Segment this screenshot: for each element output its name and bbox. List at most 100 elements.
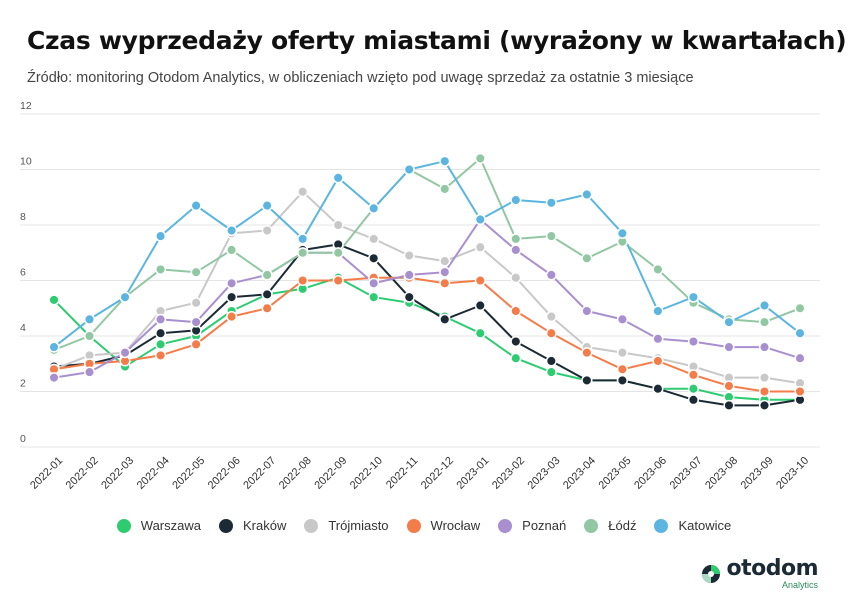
x-tick-label: 2023-05 [597,455,634,492]
x-tick-label: 2023-06 [632,455,669,492]
logo-wordmark: otodom [726,556,818,581]
data-point-trójmiasto [332,219,344,231]
data-point-kraków [368,252,380,264]
data-point-trójmiasto [368,233,380,245]
chart-title: Czas wyprzedaży oferty miastami (wyrażon… [27,26,847,55]
x-tick-label: 2023-03 [526,455,563,492]
otodom-logo-icon [702,565,721,583]
data-point-łódź [261,269,273,281]
data-point-warszawa [48,294,60,306]
x-tick-label: 2022-10 [348,455,385,492]
legend-item: Poznań [498,518,566,533]
series-line-wrocław [53,276,801,393]
data-point-katowice [403,163,415,176]
data-point-kraków [474,299,486,312]
data-point-wrocław [439,277,451,289]
data-point-poznań [403,269,415,281]
data-point-kraków [687,394,699,406]
data-point-warszawa [510,352,522,364]
legend-label: Trójmiasto [328,518,389,533]
x-tick-label: 2022-04 [135,455,172,492]
data-point-kraków [403,291,415,303]
data-point-łódź [226,244,238,256]
data-point-katowice [332,172,344,184]
logo-subtitle: Analytics [781,580,818,590]
data-point-poznań [545,269,557,281]
x-tick-label: 2023-01 [454,455,491,492]
data-point-katowice [474,213,486,225]
x-tick-label: 2023-08 [703,455,740,492]
data-point-kraków [155,327,167,339]
data-point-wrocław [226,311,238,323]
x-tick-label: 2023-07 [668,455,705,492]
data-point-katowice [48,341,60,353]
data-point-poznań [758,341,771,353]
data-point-katowice [190,200,202,212]
data-point-poznań [190,316,202,328]
data-point-poznań [83,366,96,378]
data-point-trójmiasto [439,255,451,267]
data-point-poznań [155,313,167,325]
series-line-kraków [53,243,801,407]
data-point-katowice [687,291,699,303]
data-point-wrocław [616,363,628,375]
data-point-warszawa [545,366,557,378]
y-tick-label: 4 [20,322,26,334]
data-point-katowice [155,230,167,242]
data-point-łódź [545,230,557,242]
data-point-wrocław [687,369,699,381]
x-tick-label: 2022-03 [99,455,136,492]
data-point-katowice [723,316,735,328]
data-point-poznań [794,352,806,364]
data-point-łódź [758,316,771,328]
legend-marker [116,518,131,533]
legend-label: Wrocław [430,518,481,533]
data-point-wrocław [652,355,664,367]
x-tick-label: 2023-09 [739,455,776,492]
data-point-wrocław [190,338,202,350]
data-point-łódź [190,266,202,278]
data-point-warszawa [368,291,380,303]
data-point-łódź [83,330,96,342]
data-point-poznań [48,372,60,384]
data-point-poznań [510,244,522,256]
legend-item: Kraków [218,518,286,533]
legend-item: Warszawa [116,518,201,533]
data-point-wrocław [510,305,522,317]
data-point-kraków [261,288,273,300]
data-point-poznań [616,313,628,325]
legend-label: Łódź [608,518,637,533]
data-point-poznań [226,277,238,289]
data-point-katowice [439,155,451,167]
data-point-katowice [510,194,522,206]
data-point-wrocław [155,349,167,361]
data-point-katowice [652,305,664,317]
legend-item: Wrocław [406,518,481,533]
data-point-trójmiasto [403,249,415,262]
legend-marker [654,518,669,533]
data-point-wrocław [474,274,486,287]
data-point-poznań [687,336,699,348]
legend-marker [498,518,513,533]
data-point-katowice [119,291,131,303]
data-point-trójmiasto [190,297,202,309]
legend-item: Trójmiasto [304,518,389,533]
data-point-katowice [794,327,806,339]
data-point-poznań [723,341,735,353]
data-point-kraków [581,374,593,386]
x-tick-label: 2022-05 [170,455,207,492]
data-point-trójmiasto [297,186,309,198]
data-point-łódź [439,183,451,195]
series-line-trójmiasto [53,190,801,385]
x-tick-label: 2022-01 [28,455,65,492]
x-tick-label: 2022-08 [277,455,314,492]
data-point-trójmiasto [510,272,522,284]
legend-item: Katowice [654,518,731,533]
data-point-trójmiasto [261,225,273,237]
y-tick-label: 10 [20,156,32,168]
chart-subtitle: Źródło: monitoring Otodom Analytics, w o… [27,70,694,86]
legend-item: Łódź [584,518,636,533]
data-point-wrocław [261,302,273,314]
data-point-katowice [297,233,309,245]
